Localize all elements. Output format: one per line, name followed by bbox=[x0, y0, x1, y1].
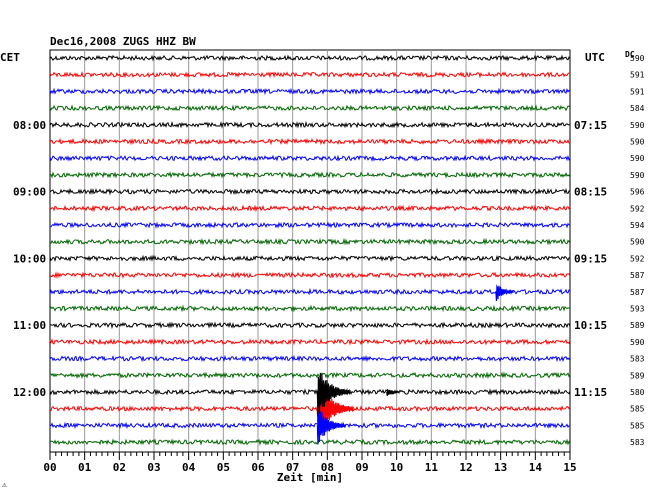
x-tick-label-06: 06 bbox=[251, 461, 265, 474]
left-hour-label-2: 10:00 bbox=[13, 252, 46, 265]
trace-row-17 bbox=[49, 337, 571, 346]
x-tick-label-05: 05 bbox=[217, 461, 230, 474]
dc-value-2: 591 bbox=[630, 87, 645, 96]
dc-value-22: 585 bbox=[630, 421, 645, 430]
dc-value-0: 590 bbox=[630, 54, 645, 63]
x-tick-label-04: 04 bbox=[182, 461, 196, 474]
x-tick-label-15: 15 bbox=[563, 461, 576, 474]
right-hour-label-0: 07:15 bbox=[574, 119, 607, 132]
dc-value-5: 590 bbox=[630, 138, 645, 147]
trace-row-0 bbox=[49, 54, 571, 62]
x-tick-label-07: 07 bbox=[286, 461, 299, 474]
dc-value-4: 590 bbox=[630, 121, 645, 130]
dc-value-15: 593 bbox=[630, 305, 645, 314]
right-hour-label-4: 11:15 bbox=[574, 386, 607, 399]
dc-value-11: 590 bbox=[630, 238, 645, 247]
left-hour-labels: 08:00 09:00 10:00 11:00 12:00 bbox=[13, 119, 46, 399]
dc-value-6: 590 bbox=[630, 154, 645, 163]
x-axis: 00 01 02 03 04 05 06 07 08 09 10 11 12 13 14 15 bbox=[43, 451, 577, 474]
trace-row-8 bbox=[49, 187, 571, 196]
seismic-events bbox=[316, 284, 514, 445]
dc-value-1: 591 bbox=[630, 71, 645, 80]
trace-row-23 bbox=[49, 438, 571, 446]
left-hour-label-3: 11:00 bbox=[13, 319, 46, 332]
dc-values-column: 590 591 591 584 590 590 590 590 596 592 594 590 592 5… bbox=[630, 54, 645, 447]
x-tick-label-14: 14 bbox=[529, 461, 543, 474]
trace-row-6 bbox=[49, 154, 571, 162]
x-tick-label-02: 02 bbox=[113, 461, 126, 474]
x-tick-label-00: 00 bbox=[43, 461, 56, 474]
dc-value-19: 589 bbox=[630, 371, 645, 380]
event-burst-2 bbox=[316, 411, 346, 445]
trace-row-12 bbox=[49, 254, 571, 263]
x-tick-label-11: 11 bbox=[425, 461, 439, 474]
left-hour-label-4: 12:00 bbox=[13, 386, 46, 399]
trace-row-3 bbox=[49, 104, 571, 112]
trace-row-22 bbox=[49, 421, 571, 430]
dc-value-9: 592 bbox=[630, 204, 645, 213]
dc-value-13: 587 bbox=[630, 271, 645, 280]
dc-value-18: 583 bbox=[630, 355, 645, 364]
trace-row-18 bbox=[49, 354, 571, 363]
right-timezone-label: UTC bbox=[585, 51, 605, 64]
x-tick-label-03: 03 bbox=[147, 461, 160, 474]
left-hour-label-1: 09:00 bbox=[13, 186, 46, 199]
trace-row-20 bbox=[49, 388, 571, 396]
trace-row-16 bbox=[49, 321, 571, 330]
event-burst-1 bbox=[316, 372, 351, 417]
x-axis-label: Zeit [min] bbox=[277, 471, 343, 484]
dc-column-label: DC bbox=[625, 50, 635, 59]
dc-value-23: 583 bbox=[630, 438, 645, 447]
trace-row-21 bbox=[49, 404, 571, 413]
trace-row-9 bbox=[49, 204, 571, 213]
right-hour-label-3: 10:15 bbox=[574, 319, 607, 332]
trace-row-7 bbox=[49, 171, 571, 179]
dc-value-8: 596 bbox=[630, 188, 645, 197]
dc-value-12: 592 bbox=[630, 254, 645, 263]
x-tick-label-12: 12 bbox=[459, 461, 472, 474]
corner-warning-icon: ⚠ bbox=[2, 480, 7, 489]
dc-value-16: 589 bbox=[630, 321, 645, 330]
dc-value-21: 585 bbox=[630, 405, 645, 414]
right-hour-label-2: 09:15 bbox=[574, 252, 607, 265]
dc-value-14: 587 bbox=[630, 288, 645, 297]
seismic-traces bbox=[49, 54, 571, 446]
trace-row-14 bbox=[49, 287, 571, 296]
x-tick-label-08: 08 bbox=[321, 461, 334, 474]
right-hour-labels: 07:15 08:15 09:15 10:15 11:15 bbox=[574, 119, 607, 399]
dc-value-20: 580 bbox=[630, 388, 645, 397]
trace-row-19 bbox=[49, 371, 571, 380]
trace-row-4 bbox=[49, 120, 571, 129]
x-tick-label-13: 13 bbox=[494, 461, 507, 474]
event-burst-3 bbox=[495, 284, 514, 302]
trace-row-11 bbox=[49, 237, 571, 246]
trace-row-5 bbox=[49, 137, 571, 146]
minute-gridlines bbox=[84, 50, 536, 452]
trace-row-2 bbox=[49, 87, 571, 96]
left-hour-label-0: 08:00 bbox=[13, 119, 46, 132]
dc-value-3: 584 bbox=[630, 104, 645, 113]
chart-title: Dec16,2008 ZUGS HHZ BW bbox=[50, 35, 196, 48]
event-burst-4 bbox=[386, 388, 400, 396]
trace-row-1 bbox=[49, 70, 571, 79]
x-tick-label-01: 01 bbox=[78, 461, 92, 474]
dc-value-7: 590 bbox=[630, 171, 645, 180]
x-tick-label-09: 09 bbox=[355, 461, 368, 474]
trace-row-13 bbox=[49, 271, 571, 280]
trace-row-15 bbox=[49, 304, 571, 313]
right-hour-label-1: 08:15 bbox=[574, 186, 607, 199]
dc-value-10: 594 bbox=[630, 221, 645, 230]
dc-value-17: 590 bbox=[630, 338, 645, 347]
x-tick-label-10: 10 bbox=[390, 461, 403, 474]
trace-row-10 bbox=[49, 221, 571, 229]
left-timezone-label: CET bbox=[0, 51, 20, 64]
